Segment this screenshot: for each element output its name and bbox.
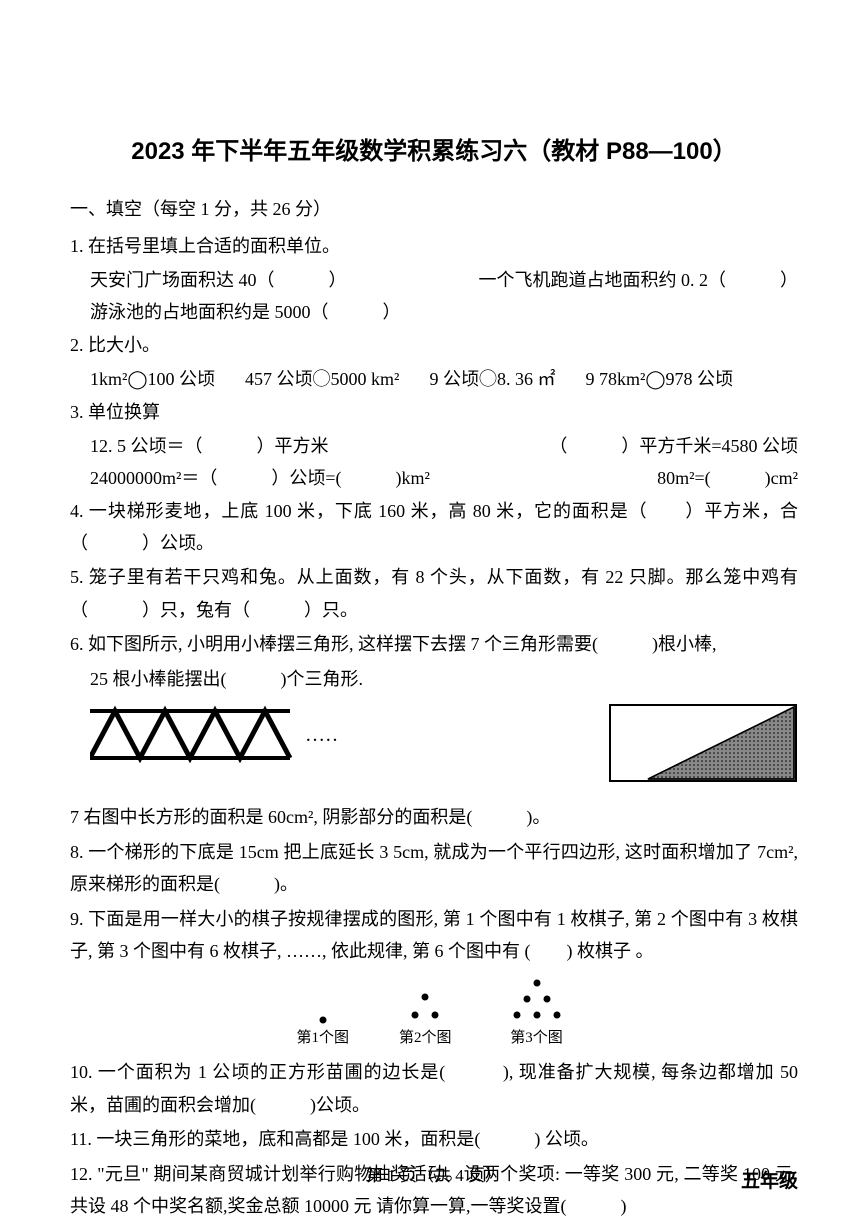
q3-row1: 12. 5 公顷＝（ ）平方米 （ ）平方千米=4580 公顷: [90, 430, 798, 462]
q6-b: 25 根小棒能摆出( )个三角形.: [90, 663, 798, 695]
q3-c: 24000000m²＝（ ）公顷=( )km²: [90, 462, 430, 494]
page-footer: 第 1 页（共 4 页）: [0, 1161, 868, 1192]
dot-group-2: 第2个图: [399, 975, 452, 1052]
q3-d: 80m²=( )cm²: [657, 462, 798, 494]
dot-group-1: 第1个图: [296, 975, 349, 1052]
dot-fig-2: [400, 985, 450, 1025]
dot-label-1: 第1个图: [296, 1025, 349, 1052]
q1-a: 天安门广场面积达 40（ ）: [90, 264, 347, 296]
q7: 7 右图中长方形的面积是 60cm², 阴影部分的面积是( )。: [70, 801, 798, 833]
q1-stem: 1. 在括号里填上合适的面积单位。: [70, 230, 798, 262]
q2-d: 9 78km²◯978 公顷: [585, 363, 733, 395]
rect-svg: [608, 703, 798, 783]
q4: 4. 一块梯形麦地，上底 100 米，下底 160 米，高 80 米，它的面积是…: [70, 495, 798, 560]
section-header: 一、填空（每空 1 分，共 26 分）: [70, 193, 798, 225]
q2-c: 9 公顷◯8. 36 ㎡: [429, 363, 555, 395]
q3-stem: 3. 单位换算: [70, 396, 798, 428]
dot-fig-1: [308, 1005, 338, 1025]
page-title: 2023 年下半年五年级数学积累练习六（教材 P88—100）: [70, 130, 798, 173]
triangle-svg: ……: [90, 703, 340, 763]
q1-b: 一个飞机跑道占地面积约 0. 2（ ）: [479, 264, 799, 296]
dot-group-3: 第3个图: [502, 975, 572, 1052]
q2-b: 457 公顷◯5000 km²: [245, 363, 399, 395]
q11: 11. 一块三角形的菜地，底和高都是 100 米，面积是( ) 公顷。: [70, 1123, 798, 1155]
q3-b: （ ）平方千米=4580 公顷: [549, 430, 798, 462]
dot-fig-3: [502, 975, 572, 1025]
q1-c: 游泳池的占地面积约是 5000（ ）: [90, 296, 798, 328]
q1-row1: 天安门广场面积达 40（ ） 一个飞机跑道占地面积约 0. 2（ ）: [90, 264, 798, 296]
dot-label-2: 第2个图: [399, 1025, 452, 1052]
rectangle-shaded-figure: [608, 703, 798, 793]
q9: 9. 下面是用一样大小的棋子按规律摆成的图形, 第 1 个图中有 1 枚棋子, …: [70, 903, 798, 968]
figure-row: ……: [90, 703, 798, 793]
q2-a: 1km²◯100 公顷: [90, 363, 215, 395]
q6-a: 6. 如下图所示, 小明用小棒摆三角形, 这样摆下去摆 7 个三角形需要( )根…: [70, 628, 798, 660]
dots-figures-row: 第1个图 第2个图 第3个图: [70, 975, 798, 1052]
svg-text:……: ……: [305, 724, 340, 746]
grade-label: 五年级: [741, 1165, 798, 1199]
q2-row: 1km²◯100 公顷 457 公顷◯5000 km² 9 公顷◯8. 36 ㎡…: [90, 363, 798, 395]
q5: 5. 笼子里有若干只鸡和兔。从上面数，有 8 个头，从下面数，有 22 只脚。那…: [70, 561, 798, 626]
dot-label-3: 第3个图: [502, 1025, 572, 1052]
q3-row2: 24000000m²＝（ ）公顷=( )km² 80m²=( )cm²: [90, 462, 798, 494]
triangle-pattern-figure: ……: [90, 703, 340, 773]
q10: 10. 一个面积为 1 公顷的正方形苗圃的边长是( ), 现准备扩大规模, 每条…: [70, 1056, 798, 1121]
q2-stem: 2. 比大小。: [70, 329, 798, 361]
q8: 8. 一个梯形的下底是 15cm 把上底延长 3 5cm, 就成为一个平行四边形…: [70, 836, 798, 901]
q3-a: 12. 5 公顷＝（ ）平方米: [90, 430, 329, 462]
